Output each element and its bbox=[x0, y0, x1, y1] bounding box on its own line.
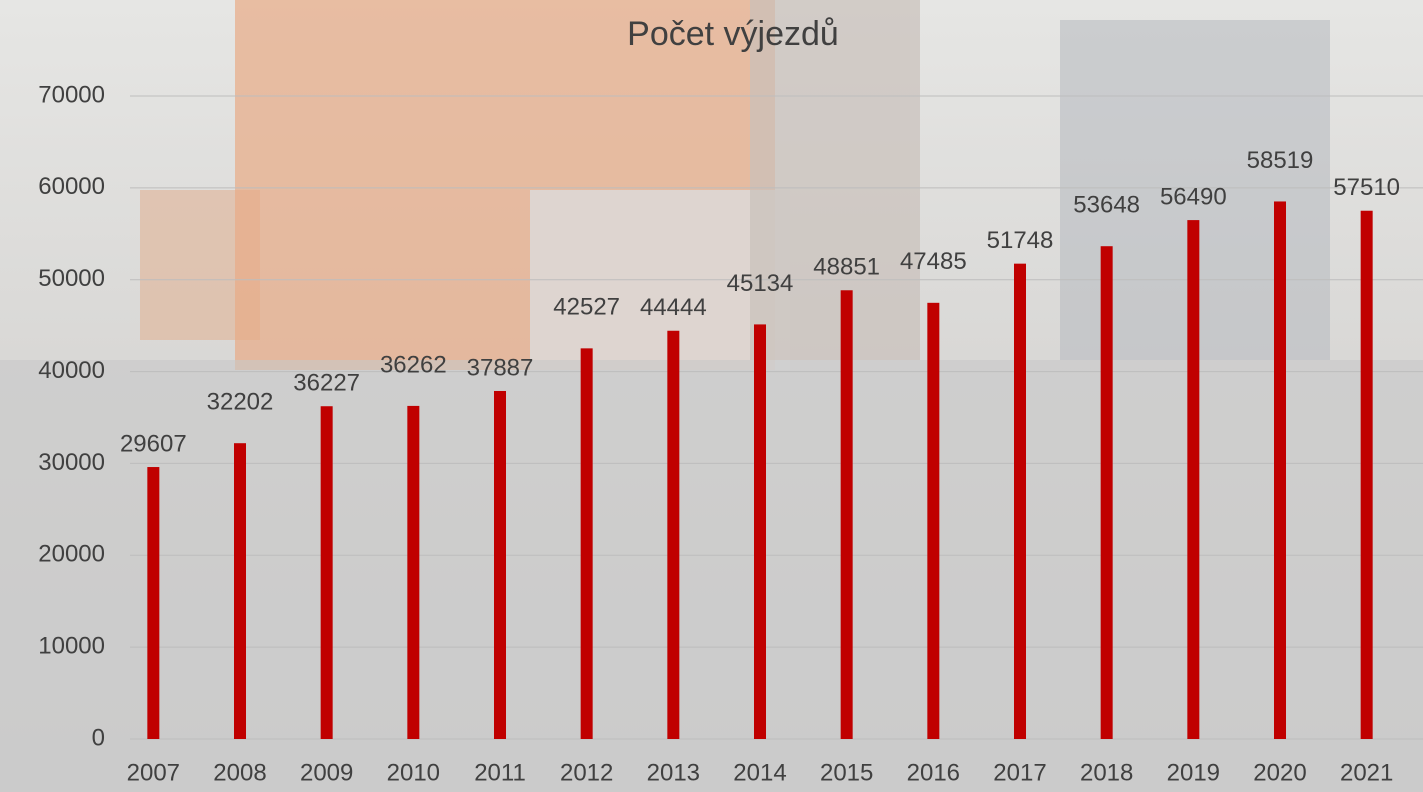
bar bbox=[234, 443, 246, 739]
x-tick-label: 2018 bbox=[1080, 759, 1133, 786]
bar bbox=[667, 331, 679, 739]
value-label: 47485 bbox=[900, 248, 967, 275]
y-tick-label: 40000 bbox=[38, 357, 105, 384]
value-label: 57510 bbox=[1333, 174, 1400, 201]
x-tick-label: 2020 bbox=[1253, 759, 1306, 786]
chart-title: Počet výjezdů bbox=[627, 15, 839, 53]
value-label: 37887 bbox=[467, 354, 534, 381]
value-label: 58519 bbox=[1247, 147, 1314, 174]
value-label: 32202 bbox=[207, 389, 274, 416]
bar bbox=[1014, 264, 1026, 739]
bar bbox=[1101, 246, 1113, 739]
y-tick-label: 10000 bbox=[38, 632, 105, 659]
value-label: 42527 bbox=[553, 294, 620, 321]
x-tick-label: 2007 bbox=[127, 759, 180, 786]
x-tick-label: 2008 bbox=[213, 759, 266, 786]
y-tick-label: 0 bbox=[92, 724, 105, 751]
bar bbox=[321, 406, 333, 739]
bar bbox=[754, 324, 766, 739]
value-label: 36227 bbox=[293, 370, 360, 397]
y-tick-label: 50000 bbox=[38, 265, 105, 292]
bar bbox=[841, 290, 853, 739]
bar bbox=[581, 348, 593, 739]
bar bbox=[927, 303, 939, 739]
x-tick-label: 2011 bbox=[474, 759, 526, 786]
bar bbox=[1274, 201, 1286, 739]
bar bbox=[1187, 220, 1199, 739]
y-tick-label: 70000 bbox=[38, 81, 105, 108]
value-label: 36262 bbox=[380, 351, 447, 378]
y-tick-label: 20000 bbox=[38, 541, 105, 568]
value-label: 53648 bbox=[1073, 192, 1140, 219]
x-tick-label: 2013 bbox=[647, 759, 700, 786]
x-tick-label: 2012 bbox=[560, 759, 613, 786]
value-label: 56490 bbox=[1160, 183, 1227, 210]
chart: Počet výjezdů 0 10000 20000 30000 40000 50000… bbox=[0, 0, 1423, 792]
bar bbox=[147, 467, 159, 739]
x-tick-label: 2016 bbox=[907, 759, 960, 786]
bar bbox=[407, 406, 419, 739]
x-tick-label: 2009 bbox=[300, 759, 353, 786]
value-label: 48851 bbox=[813, 254, 880, 281]
x-tick-label: 2010 bbox=[387, 759, 440, 786]
bar bbox=[1361, 211, 1373, 739]
x-tick-label: 2014 bbox=[733, 759, 786, 786]
value-label: 45134 bbox=[727, 270, 794, 297]
value-label: 44444 bbox=[640, 294, 707, 321]
x-tick-label: 2021 bbox=[1340, 759, 1393, 786]
value-label: 29607 bbox=[120, 430, 187, 457]
bar bbox=[494, 391, 506, 739]
x-tick-label: 2015 bbox=[820, 759, 873, 786]
value-label: 51748 bbox=[987, 227, 1054, 254]
y-tick-label: 30000 bbox=[38, 449, 105, 476]
y-tick-label: 60000 bbox=[38, 173, 105, 200]
x-tick-label: 2019 bbox=[1167, 759, 1220, 786]
x-tick-label: 2017 bbox=[993, 759, 1046, 786]
